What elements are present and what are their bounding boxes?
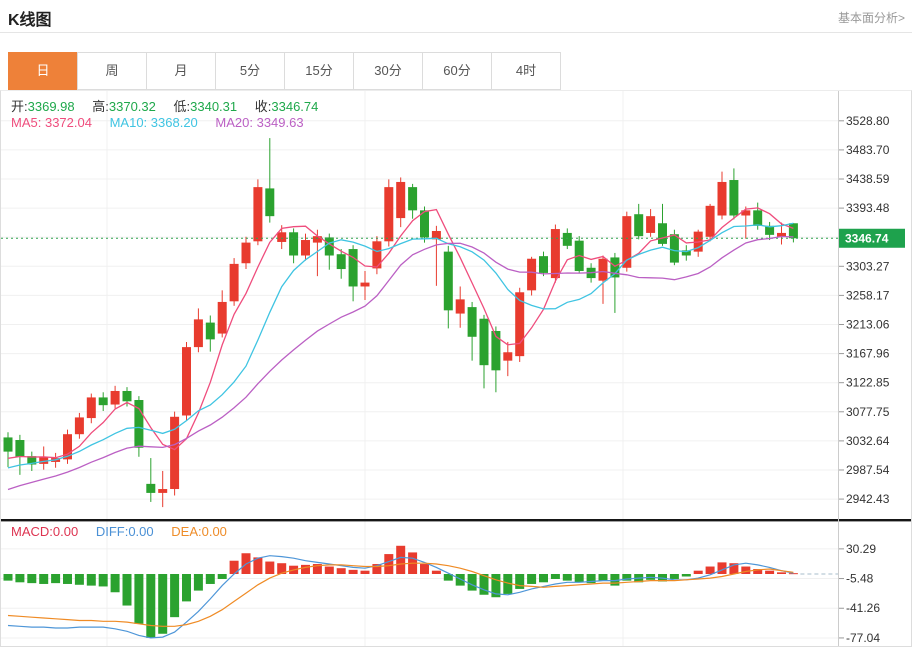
svg-text:-41.26: -41.26 (846, 601, 880, 615)
app-header: K线图 基本面分析> (0, 0, 912, 33)
ma20-line (7, 235, 794, 491)
tab-5min[interactable]: 5分 (215, 52, 285, 90)
svg-text:3167.96: 3167.96 (846, 347, 890, 361)
ma5-line (7, 207, 794, 459)
y-axis: 3528.80 3483.70 3438.59 3393.48 3303.27 3258.… (838, 91, 890, 646)
svg-text:30.29: 30.29 (846, 542, 876, 556)
candles-layer (3, 138, 798, 508)
svg-text:3483.70: 3483.70 (846, 143, 890, 157)
tab-week[interactable]: 周 (77, 52, 147, 90)
svg-text:3077.75: 3077.75 (846, 405, 890, 419)
dea-line (7, 562, 794, 627)
diff-line (7, 555, 794, 639)
svg-text:2942.43: 2942.43 (846, 492, 890, 506)
fundamental-analysis-link[interactable]: 基本面分析> (837, 11, 905, 25)
svg-text:2987.54: 2987.54 (846, 463, 890, 477)
svg-text:3346.74: 3346.74 (845, 231, 889, 245)
tab-day[interactable]: 日 (8, 52, 78, 90)
tab-4hour[interactable]: 4时 (491, 52, 561, 90)
macd-bars (3, 545, 798, 638)
svg-text:3032.64: 3032.64 (846, 434, 890, 448)
svg-text:3528.80: 3528.80 (846, 114, 890, 128)
panel-divider (1, 519, 911, 522)
timeframe-tab-bar: 日周月 5分 15分 30分 60分 4时 (8, 52, 561, 90)
page-title: K线图 (8, 12, 52, 29)
ma10-line (7, 222, 794, 469)
svg-text:3393.48: 3393.48 (846, 201, 890, 215)
kline-chart-canvas[interactable]: 3528.80 3483.70 3438.59 3393.48 3303.27 3258.… (1, 91, 911, 646)
svg-text:-77.04: -77.04 (846, 631, 880, 645)
svg-text:3122.85: 3122.85 (846, 376, 890, 390)
svg-text:3258.17: 3258.17 (846, 288, 890, 302)
tab-15min[interactable]: 15分 (284, 52, 354, 90)
tab-60min[interactable]: 60分 (422, 52, 492, 90)
chart-area: 3528.80 3483.70 3438.59 3393.48 3303.27 3258.… (0, 90, 912, 647)
tab-30min[interactable]: 30分 (353, 52, 423, 90)
svg-text:3303.27: 3303.27 (846, 259, 890, 273)
price-badge: 3346.74 (839, 228, 905, 248)
svg-text:-5.48: -5.48 (846, 572, 874, 586)
svg-text:3438.59: 3438.59 (846, 172, 890, 186)
tab-month[interactable]: 月 (146, 52, 216, 90)
svg-text:3213.06: 3213.06 (846, 317, 890, 331)
